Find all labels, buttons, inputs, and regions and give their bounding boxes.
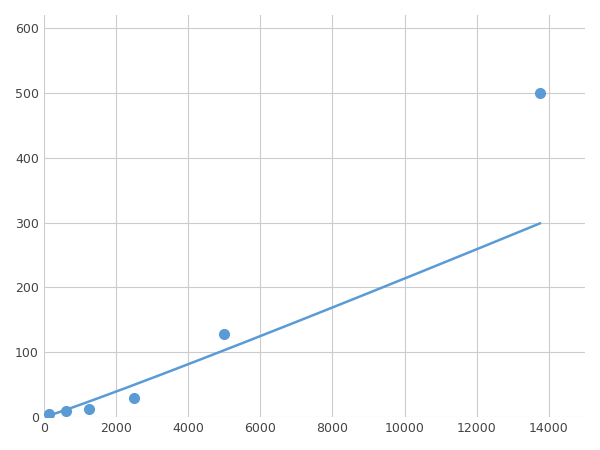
Point — [129, 394, 139, 401]
Point — [44, 410, 54, 418]
Point — [220, 330, 229, 338]
Point — [535, 89, 545, 96]
Point — [84, 406, 94, 413]
Point — [62, 407, 71, 414]
